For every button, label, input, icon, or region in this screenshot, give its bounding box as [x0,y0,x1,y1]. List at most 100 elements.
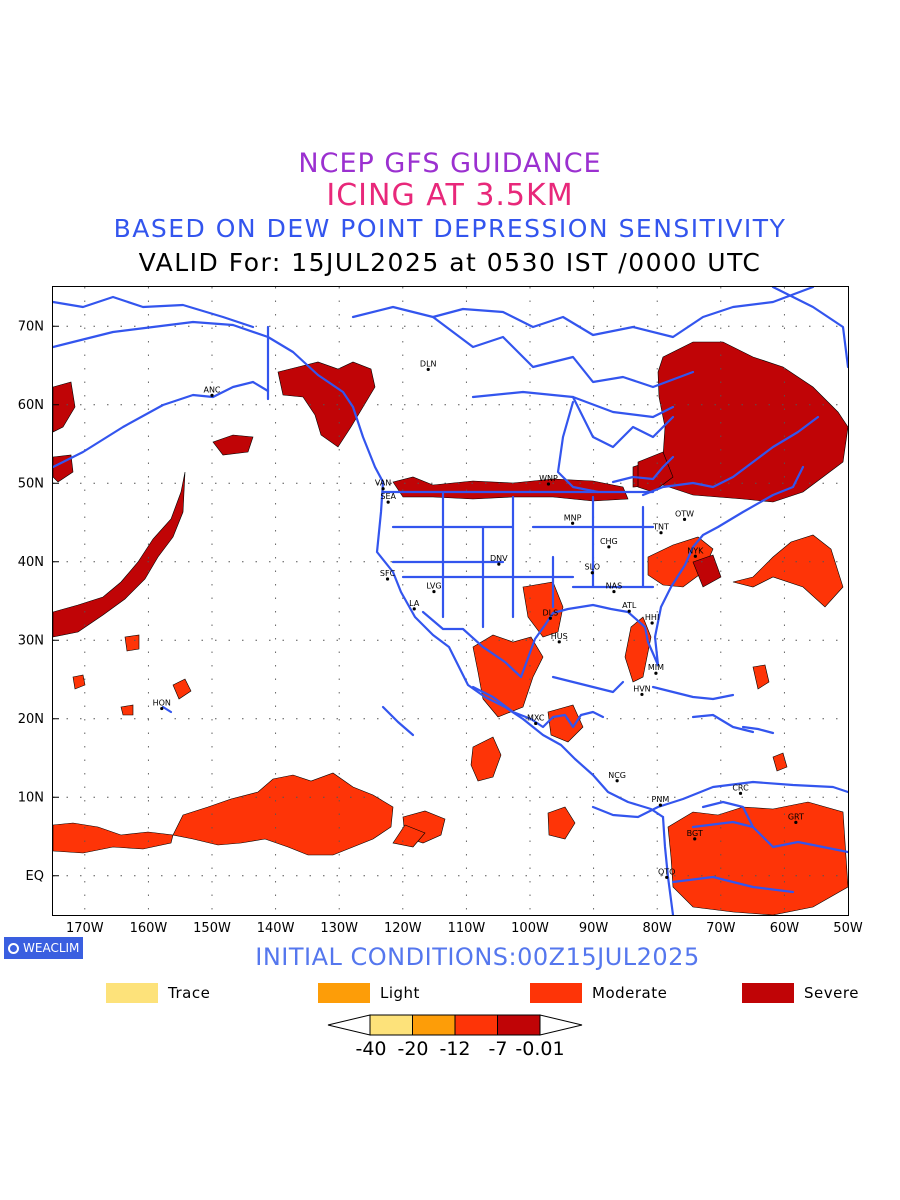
city-label-pnm: PNM [652,795,670,804]
legend-label-moderate: Moderate [592,984,668,1002]
y-tick-label: 70N [18,319,44,334]
x-tick-label: 80W [642,921,672,936]
city-label-nyk: NYK [687,546,704,555]
city-dot-tnt [659,531,663,535]
header-line-1: NCEP GFS GUIDANCE [298,148,602,179]
city-label-mnp: MNP [564,513,582,522]
colorbar-segment-4 [497,1014,541,1036]
colorbar-segment-1 [369,1014,413,1036]
legend-label-light: Light [380,984,420,1002]
city-markers: ANC DLN VAN SEA WNP OTW TNT MNP CHG NYK DNV SFC SLO L… [153,359,804,879]
legend-swatch-trace [106,983,158,1003]
logo-text: WEACLIM [23,941,80,955]
city-dot-hus [557,640,561,644]
colorbar [327,1014,583,1036]
city-label-van: VAN [375,479,391,488]
city-label-atl: ATL [622,601,637,610]
city-label-sea: SEA [380,492,396,501]
y-tick-label: 20N [18,712,44,727]
y-tick-label: 60N [18,398,44,413]
x-tick-label: 100W [511,921,549,936]
x-tick-label: 120W [384,921,422,936]
city-label-wnp: WNP [539,474,558,483]
y-tick-label: EQ [26,869,44,884]
legend-item-trace: Trace [106,982,210,1004]
x-tick-labels: 170W 160W 150W 140W 130W 120W 110W 100W 90W 80W 70… [66,921,863,936]
legend-swatch-moderate [530,983,582,1003]
x-tick-label: 130W [320,921,358,936]
city-label-hvn: HVN [633,684,650,693]
city-label-la: LA [409,599,420,608]
city-dot-sea [386,500,390,504]
city-dot-atl [627,609,631,613]
weaclim-logo: WEACLIM [4,937,84,959]
city-dot-nas [612,589,616,594]
icing-areas-moderate [53,534,848,915]
x-tick-label: 50W [833,921,863,936]
x-tick-label: 60W [770,921,800,936]
city-dot-slo [590,571,594,575]
city-dot-van [381,487,385,491]
city-label-anc: ANC [203,385,220,394]
colorbar-segment-2 [412,1014,456,1036]
city-label-bgt: BGT [687,829,703,838]
colorbar-label-1: -40 [355,1038,387,1060]
city-label-mxc: MXC [527,713,545,722]
legend-item-moderate: Moderate [530,982,667,1004]
city-label-hus: HUS [551,632,568,641]
city-dot-otw [682,517,687,521]
valid-time-line: VALID For: 15JUL2025 at 0530 IST /0000 U… [138,248,762,277]
header-line-3: BASED ON DEW POINT DEPRESSION SENSITIVIT… [113,214,787,243]
city-dot-ncg [615,779,619,783]
city-dot-dnv [497,562,501,566]
y-tick-marks [53,325,59,877]
city-label-dnv: DNV [490,554,508,563]
x-tick-label: 140W [257,921,295,936]
colorbar-left-arrow [327,1014,371,1036]
city-dot-sfc [385,577,390,581]
city-label-tnt: TNT [652,523,669,532]
x-tick-label: 160W [130,921,168,936]
city-dot-lvg [432,589,436,594]
legend-label-severe: Severe [804,984,859,1002]
legend-swatch-light [318,983,370,1003]
city-label-dln: DLN [420,359,437,368]
ring-icon [8,942,19,954]
x-tick-label: 110W [448,921,486,936]
city-dot-hhi [650,621,654,625]
city-label-lvg: LVG [426,582,441,591]
city-dot-mnp [571,521,575,525]
city-label-ncg: NCG [608,771,626,780]
city-dot-crc [738,791,743,795]
y-tick-label: 50N [18,476,44,491]
coastlines-and-borders [53,287,848,915]
y-tick-label: 40N [18,555,44,570]
city-label-mim: MIM [648,663,664,672]
x-tick-label: 70W [706,921,736,936]
city-dot-la [412,607,416,611]
city-dot-mxc [534,721,538,726]
city-label-crc: CRC [732,783,749,792]
city-dot-pnm [658,803,662,807]
colorbar-label-2: -20 [397,1038,429,1060]
city-dot-grt [794,820,798,824]
city-dot-hvn [640,692,644,697]
city-label-otw: OTW [675,509,694,518]
city-label-hon: HON [153,699,171,708]
city-label-nas: NAS [606,582,623,591]
legend-item-severe: Severe [742,982,859,1004]
y-tick-labels: 70N 60N 50N 40N 30N 20N 10N EQ [18,319,44,884]
legend-swatch-severe [742,983,794,1003]
city-dot-dls [548,616,552,620]
colorbar-segment-3 [454,1014,498,1036]
city-label-slo: SLO [585,563,601,572]
city-dot-chg [607,545,611,549]
colorbar-right-arrow [539,1014,583,1036]
city-dot-bgt [693,837,697,841]
city-label-chg: CHG [600,537,618,546]
initial-conditions-text: INITIAL CONDITIONS:00Z15JUL2025 [255,943,700,971]
city-dot-dln [426,367,430,372]
colorbar-label-3: -12 [439,1038,471,1060]
city-label-dls: DLS [543,608,559,617]
header-line-2: ICING AT 3.5KM [326,178,574,213]
